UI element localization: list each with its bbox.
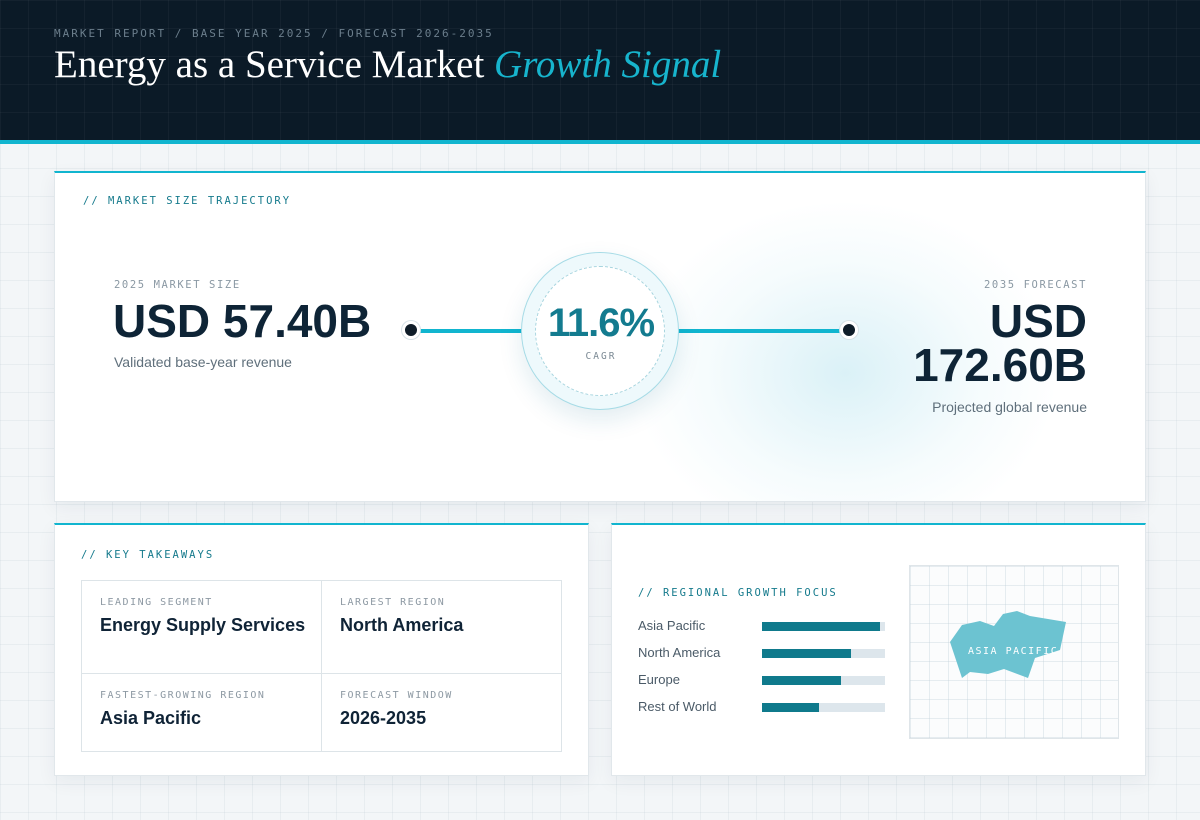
takeaway-cell: FASTEST-GROWING REGION Asia Pacific — [82, 673, 322, 751]
takeaway-key: LEADING SEGMENT — [100, 597, 213, 608]
asia-pacific-region-shape — [950, 611, 1066, 678]
region-name: Europe — [638, 672, 680, 687]
region-name: North America — [638, 645, 721, 660]
end-metric-caption: Projected global revenue — [932, 399, 1087, 415]
takeaway-key: FORECAST WINDOW — [340, 690, 453, 701]
report-eyebrow: MARKET REPORT / BASE YEAR 2025 / FORECAS… — [54, 27, 494, 40]
map-region-label: ASIA PACIFIC — [968, 646, 1059, 657]
page-title: Energy as a Service Market Growth Signal — [54, 42, 721, 87]
report-header: MARKET REPORT / BASE YEAR 2025 / FORECAS… — [0, 0, 1200, 144]
section-label: // REGIONAL GROWTH FOCUS — [638, 587, 838, 599]
region-bar-row: North America — [638, 645, 898, 661]
takeaway-key: FASTEST-GROWING REGION — [100, 690, 266, 701]
cagr-label: CAGR — [585, 351, 617, 362]
region-name: Asia Pacific — [638, 618, 706, 633]
region-name: Rest of World — [638, 699, 717, 714]
trajectory-line-right — [665, 329, 841, 333]
asia-pacific-map-shape — [950, 611, 1066, 678]
start-metric-caption: Validated base-year revenue — [114, 354, 292, 370]
end-metric-value: USD 172.60B — [913, 295, 1087, 391]
takeaway-cell: FORECAST WINDOW 2026-2035 — [321, 673, 561, 751]
region-bar-fill — [762, 649, 851, 658]
takeaway-key: LARGEST REGION — [340, 597, 446, 608]
start-metric-label: 2025 MARKET SIZE — [114, 279, 241, 291]
region-bar-row: Rest of World — [638, 699, 898, 715]
region-bar-track — [762, 622, 885, 631]
title-main: Energy as a Service Market — [54, 43, 485, 86]
end-metric-label: 2035 FORECAST — [984, 279, 1087, 291]
region-bar-track — [762, 703, 885, 712]
region-bar-fill — [762, 703, 819, 712]
cagr-value: 11.6% — [547, 301, 655, 345]
takeaway-cell: LEADING SEGMENT Energy Supply Services — [82, 581, 322, 674]
title-accent: Growth Signal — [494, 43, 722, 86]
region-bar-fill — [762, 676, 841, 685]
start-point-marker — [402, 321, 420, 339]
takeaway-value: North America — [340, 615, 464, 635]
regional-growth-card: // REGIONAL GROWTH FOCUS Asia Pacific No… — [611, 523, 1146, 776]
region-map: ASIA PACIFIC — [909, 565, 1119, 739]
region-bar-track — [762, 649, 885, 658]
start-metric-value: USD 57.40B — [113, 295, 372, 347]
key-takeaways-card: // KEY TAKEAWAYS LEADING SEGMENT Energy … — [54, 523, 589, 776]
trajectory-line-left — [419, 329, 535, 333]
end-point-marker — [840, 321, 858, 339]
takeaway-value: 2026-2035 — [340, 708, 427, 728]
takeaway-value: Energy Supply Services — [100, 615, 306, 635]
background-glow — [635, 203, 1055, 501]
section-label: // KEY TAKEAWAYS — [81, 549, 215, 561]
cagr-badge: 11.6% CAGR — [521, 252, 679, 410]
takeaways-grid: LEADING SEGMENT Energy Supply Services L… — [81, 580, 562, 752]
region-bar-row: Asia Pacific — [638, 618, 898, 634]
region-bar-row: Europe — [638, 672, 898, 688]
market-size-card: // MARKET SIZE TRAJECTORY 2025 MARKET SI… — [54, 171, 1146, 502]
takeaway-cell: LARGEST REGION North America — [321, 581, 561, 674]
takeaway-value: Asia Pacific — [100, 708, 202, 728]
region-bar-track — [762, 676, 885, 685]
region-bar-fill — [762, 622, 881, 631]
section-label: // MARKET SIZE TRAJECTORY — [83, 195, 292, 207]
cagr-inner-ring: 11.6% CAGR — [535, 266, 665, 396]
